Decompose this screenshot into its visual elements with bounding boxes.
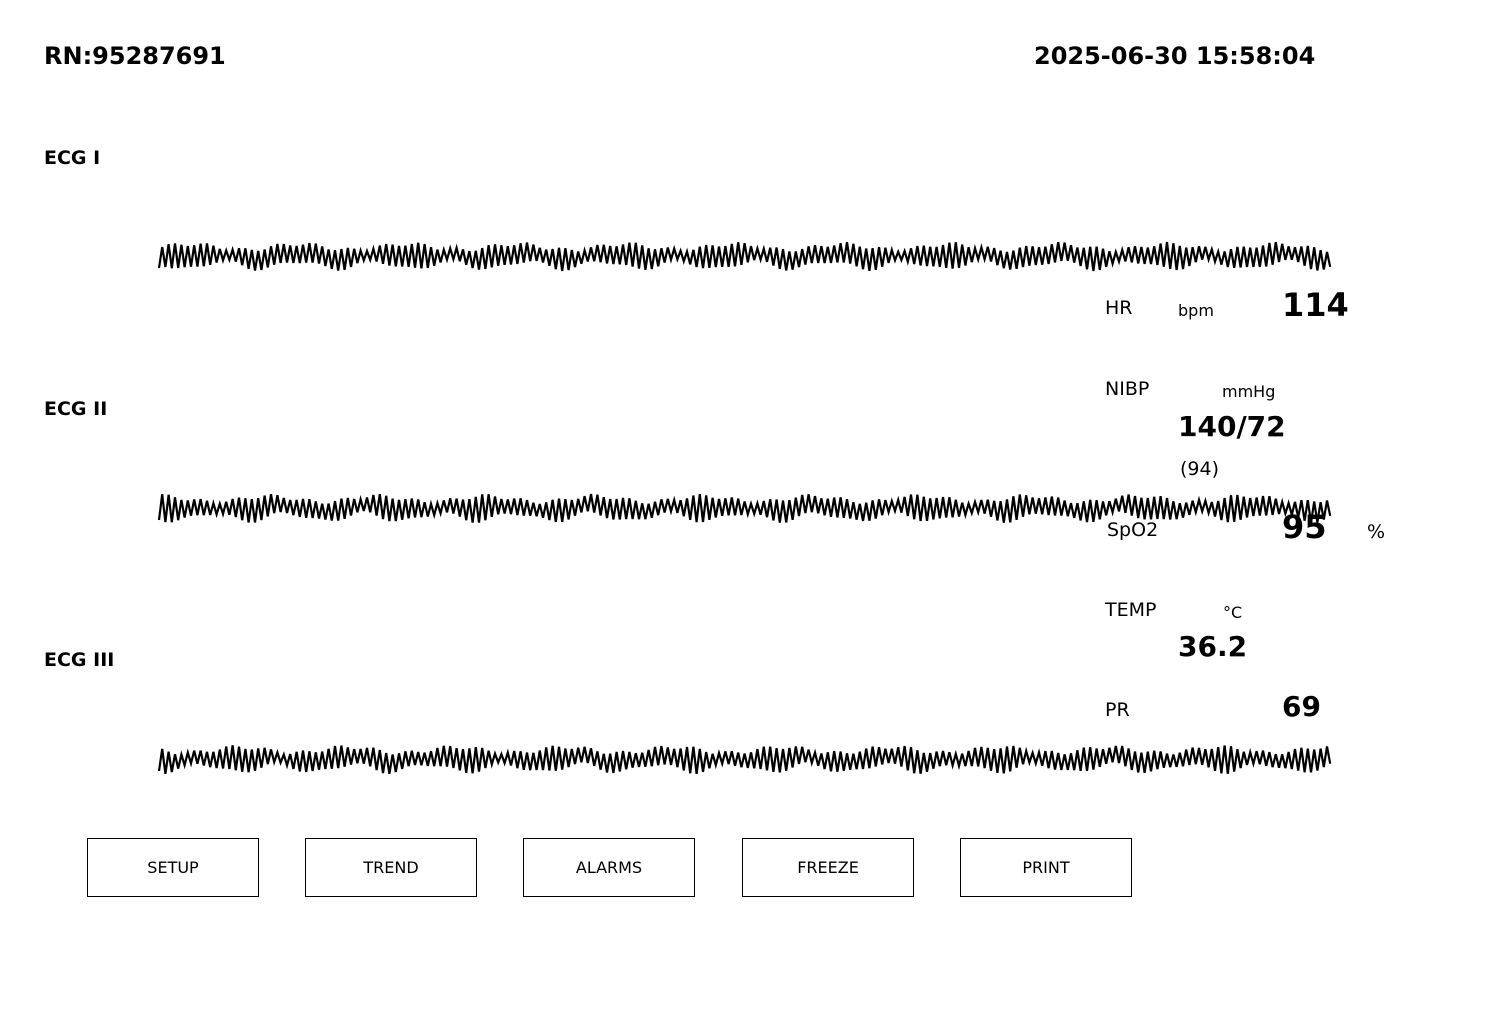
nibp-label: NIBP	[1105, 378, 1150, 400]
temp-label: TEMP	[1105, 599, 1157, 621]
nibp-unit: mmHg	[1222, 382, 1276, 401]
print-button[interactable]: PRINT	[960, 838, 1132, 897]
setup-button[interactable]: SETUP	[87, 838, 259, 897]
trend-button[interactable]: TREND	[305, 838, 477, 897]
lead-label-ecg-iii: ECG III	[44, 649, 115, 671]
lead-label-ecg-i: ECG I	[44, 147, 101, 169]
nibp-value: 140/72	[1178, 410, 1286, 443]
record-number: RN:95287691	[44, 42, 226, 70]
temp-value: 36.2	[1178, 630, 1248, 663]
pr-value: 69	[1282, 690, 1321, 723]
spo2-unit: %	[1367, 521, 1386, 543]
pr-label: PR	[1105, 699, 1130, 721]
lead-label-ecg-ii: ECG II	[44, 398, 108, 420]
ecg-i-waveform	[157, 241, 1332, 272]
freeze-button[interactable]: FREEZE	[742, 838, 914, 897]
datetime: 2025-06-30 15:58:04	[1034, 42, 1316, 70]
alarms-button[interactable]: ALARMS	[523, 838, 695, 897]
spo2-value: 95	[1282, 508, 1327, 546]
hr-unit: bpm	[1178, 301, 1214, 320]
hr-label: HR	[1105, 297, 1133, 319]
nibp-mean: (94)	[1180, 458, 1220, 480]
temp-unit: °C	[1223, 603, 1243, 622]
hr-value: 114	[1282, 286, 1349, 324]
ecg-iii-waveform	[157, 745, 1332, 775]
spo2-label: SpO2	[1107, 519, 1159, 541]
ecg-ii-waveform	[157, 493, 1332, 523]
